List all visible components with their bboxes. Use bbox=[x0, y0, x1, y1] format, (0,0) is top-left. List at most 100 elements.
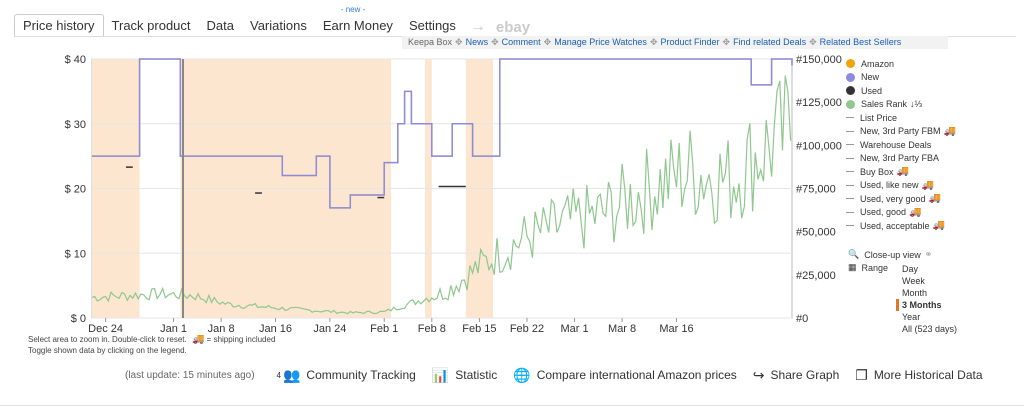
chart-hints: Select area to zoom in. Double-click to … bbox=[28, 334, 275, 356]
links-bar: Keepa Box ✥ News ✥ Comment ✥ Manage Price Watc… bbox=[402, 36, 948, 49]
copy-icon: ❐ bbox=[855, 366, 868, 383]
legend-label: Buy Box bbox=[860, 166, 894, 177]
legend-label: Sales Rank bbox=[861, 99, 908, 110]
truck-icon: 🚚 bbox=[943, 125, 956, 137]
legend-dash-icon bbox=[846, 144, 854, 146]
legend-item-sales-rank[interactable]: Sales Rank ↓⅓ bbox=[846, 98, 956, 112]
tab-earn-money[interactable]: - new - Earn Money bbox=[315, 5, 401, 36]
legend-item-amazon[interactable]: Amazon bbox=[846, 57, 956, 71]
legend-label: Used, good bbox=[860, 207, 907, 218]
x-tick-label: Feb 22 bbox=[510, 323, 544, 333]
users-icon: 👥 bbox=[282, 366, 301, 383]
y-tick-label-left: $ 40 bbox=[65, 54, 86, 66]
legend-item-list-price[interactable]: List Price bbox=[846, 111, 956, 125]
x-tick-label: Mar 16 bbox=[659, 323, 693, 333]
legend-item-new-3rd-party-fba[interactable]: New, 3rd Party FBA bbox=[846, 152, 956, 166]
news-link[interactable]: News bbox=[465, 37, 489, 47]
find-related-deals-link[interactable]: Find related Deals bbox=[733, 37, 807, 47]
y-tick-label-left: $ 30 bbox=[65, 119, 86, 131]
x-tick-label: Jan 24 bbox=[313, 323, 346, 333]
legend-dash-icon bbox=[846, 184, 854, 186]
legend-item-used-good[interactable]: Used, good 🚚 bbox=[846, 206, 956, 220]
y-tick-label-left: $ 20 bbox=[65, 184, 86, 196]
truck-icon: 🚚 bbox=[928, 193, 941, 205]
y-tick-label-right: #125,000 bbox=[796, 97, 842, 109]
legend-item-used-very-good[interactable]: Used, very good 🚚 bbox=[846, 192, 956, 206]
range-year[interactable]: Year bbox=[902, 312, 921, 322]
legend-label: Amazon bbox=[861, 58, 895, 69]
legend-dot-icon bbox=[846, 86, 855, 96]
tab-variations[interactable]: Variations bbox=[250, 18, 307, 33]
calendar-icon: ▦ bbox=[848, 262, 857, 272]
range-row: ▦ Range bbox=[848, 261, 932, 274]
new-badge: - new - bbox=[340, 5, 366, 14]
tab-data[interactable]: Data bbox=[206, 18, 234, 33]
legend-item-used-acceptable[interactable]: Used, acceptable 🚚 bbox=[846, 219, 956, 233]
tab-bar: Price history Track product Data Variati… bbox=[14, 5, 534, 36]
range-week[interactable]: Week bbox=[902, 276, 925, 286]
community-count: 4 bbox=[276, 370, 281, 380]
legend-label: List Price bbox=[860, 112, 898, 123]
legend-label: Warehouse Deals bbox=[860, 139, 932, 150]
legend-item-new-3rd-party-fbm[interactable]: New, 3rd Party FBM 🚚 bbox=[846, 125, 956, 139]
new-price-line bbox=[92, 58, 793, 209]
legend-dot-icon bbox=[846, 99, 855, 109]
legend-item-used[interactable]: Used bbox=[846, 84, 956, 98]
range-month[interactable]: Month bbox=[902, 288, 928, 298]
chart-controls: 🔍 Close-up view ⚭ ▦ Range bbox=[848, 248, 932, 274]
compare-prices-button[interactable]: 🌐 Compare international Amazon prices bbox=[513, 367, 737, 384]
legend-item-used-like-new[interactable]: Used, like new 🚚 bbox=[846, 179, 956, 193]
hint-zoom: Select area to zoom in. Double-click to … bbox=[28, 335, 187, 344]
closeup-view-toggle[interactable]: 🔍 Close-up view ⚭ bbox=[848, 248, 932, 261]
ebay-logo[interactable]: ebay bbox=[495, 19, 531, 36]
x-tick-label: Feb 15 bbox=[462, 323, 496, 333]
community-tracking-button[interactable]: 4 👥 Community Tracking bbox=[277, 367, 416, 384]
x-tick-label: Dec 24 bbox=[88, 323, 123, 333]
range-all[interactable]: All (523 days) bbox=[902, 324, 958, 334]
legend-dot-icon bbox=[846, 72, 855, 82]
y-tick-label-right: #0 bbox=[796, 313, 808, 325]
bar-chart-icon: 📊 bbox=[431, 366, 450, 383]
legend-label: New, 3rd Party FBA bbox=[860, 153, 940, 164]
price-history-chart[interactable]: $ 40 $ 30 $ 20 $ 10 $ 0 #150,000 #125,000 #100… bbox=[0, 48, 846, 333]
hint-toggle: Toggle shown data by clicking on the leg… bbox=[28, 346, 187, 355]
legend-item-new[interactable]: New bbox=[846, 71, 956, 85]
toggle-icon[interactable]: ⚭ bbox=[924, 249, 933, 259]
keepa-box-label: Keepa Box bbox=[408, 37, 453, 47]
manage-price-watches-link[interactable]: Manage Price Watches bbox=[554, 37, 647, 47]
tab-track-product[interactable]: Track product bbox=[111, 18, 191, 33]
share-icon: ↪ bbox=[752, 366, 765, 383]
x-tick-label: Mar 1 bbox=[560, 323, 588, 333]
statistic-button[interactable]: 📊 Statistic bbox=[432, 367, 497, 384]
range-3-months[interactable]: 3 Months bbox=[896, 299, 957, 311]
range-label: Range bbox=[861, 262, 889, 273]
tab-settings[interactable]: Settings bbox=[408, 18, 456, 33]
hint-shipping: = shipping included bbox=[206, 335, 276, 344]
sort-icon[interactable]: ↓⅓ bbox=[910, 99, 923, 110]
last-update: (last update: 15 minutes ago) bbox=[125, 369, 255, 381]
legend-dash-icon bbox=[846, 225, 854, 227]
chart-legend: Amazon New Used Sales Rank ↓⅓ List Price New,… bbox=[846, 57, 956, 233]
legend-item-warehouse-deals[interactable]: Warehouse Deals bbox=[846, 138, 956, 152]
tab-price-history[interactable]: Price history bbox=[14, 14, 104, 36]
legend-label: New, 3rd Party FBM bbox=[860, 126, 941, 137]
range-day[interactable]: Day bbox=[902, 264, 919, 274]
related-best-sellers-link[interactable]: Related Best Sellers bbox=[819, 37, 902, 47]
closeup-label: Close-up view bbox=[864, 249, 921, 260]
more-historical-data-button[interactable]: ❐ More Historical Data bbox=[855, 367, 982, 384]
legend-dash-icon bbox=[846, 171, 854, 173]
more-label: More Historical Data bbox=[873, 368, 983, 382]
comment-link[interactable]: Comment bbox=[501, 37, 541, 47]
y-tick-label-right: #150,000 bbox=[796, 54, 842, 66]
compare-label: Compare international Amazon prices bbox=[536, 368, 737, 382]
arrow-right-icon: → bbox=[469, 18, 486, 35]
legend-label: Used, like new bbox=[860, 180, 919, 191]
y-tick-label-right: #75,000 bbox=[796, 184, 836, 196]
truck-icon: 🚚 bbox=[191, 334, 205, 345]
legend-label: New bbox=[861, 72, 880, 83]
share-graph-button[interactable]: ↪ Share Graph bbox=[753, 367, 839, 384]
community-label: Community Tracking bbox=[306, 368, 416, 382]
globe-icon: 🌐 bbox=[513, 366, 531, 383]
legend-item-buy-box[interactable]: Buy Box 🚚 bbox=[846, 165, 956, 179]
product-finder-link[interactable]: Product Finder bbox=[660, 37, 720, 47]
